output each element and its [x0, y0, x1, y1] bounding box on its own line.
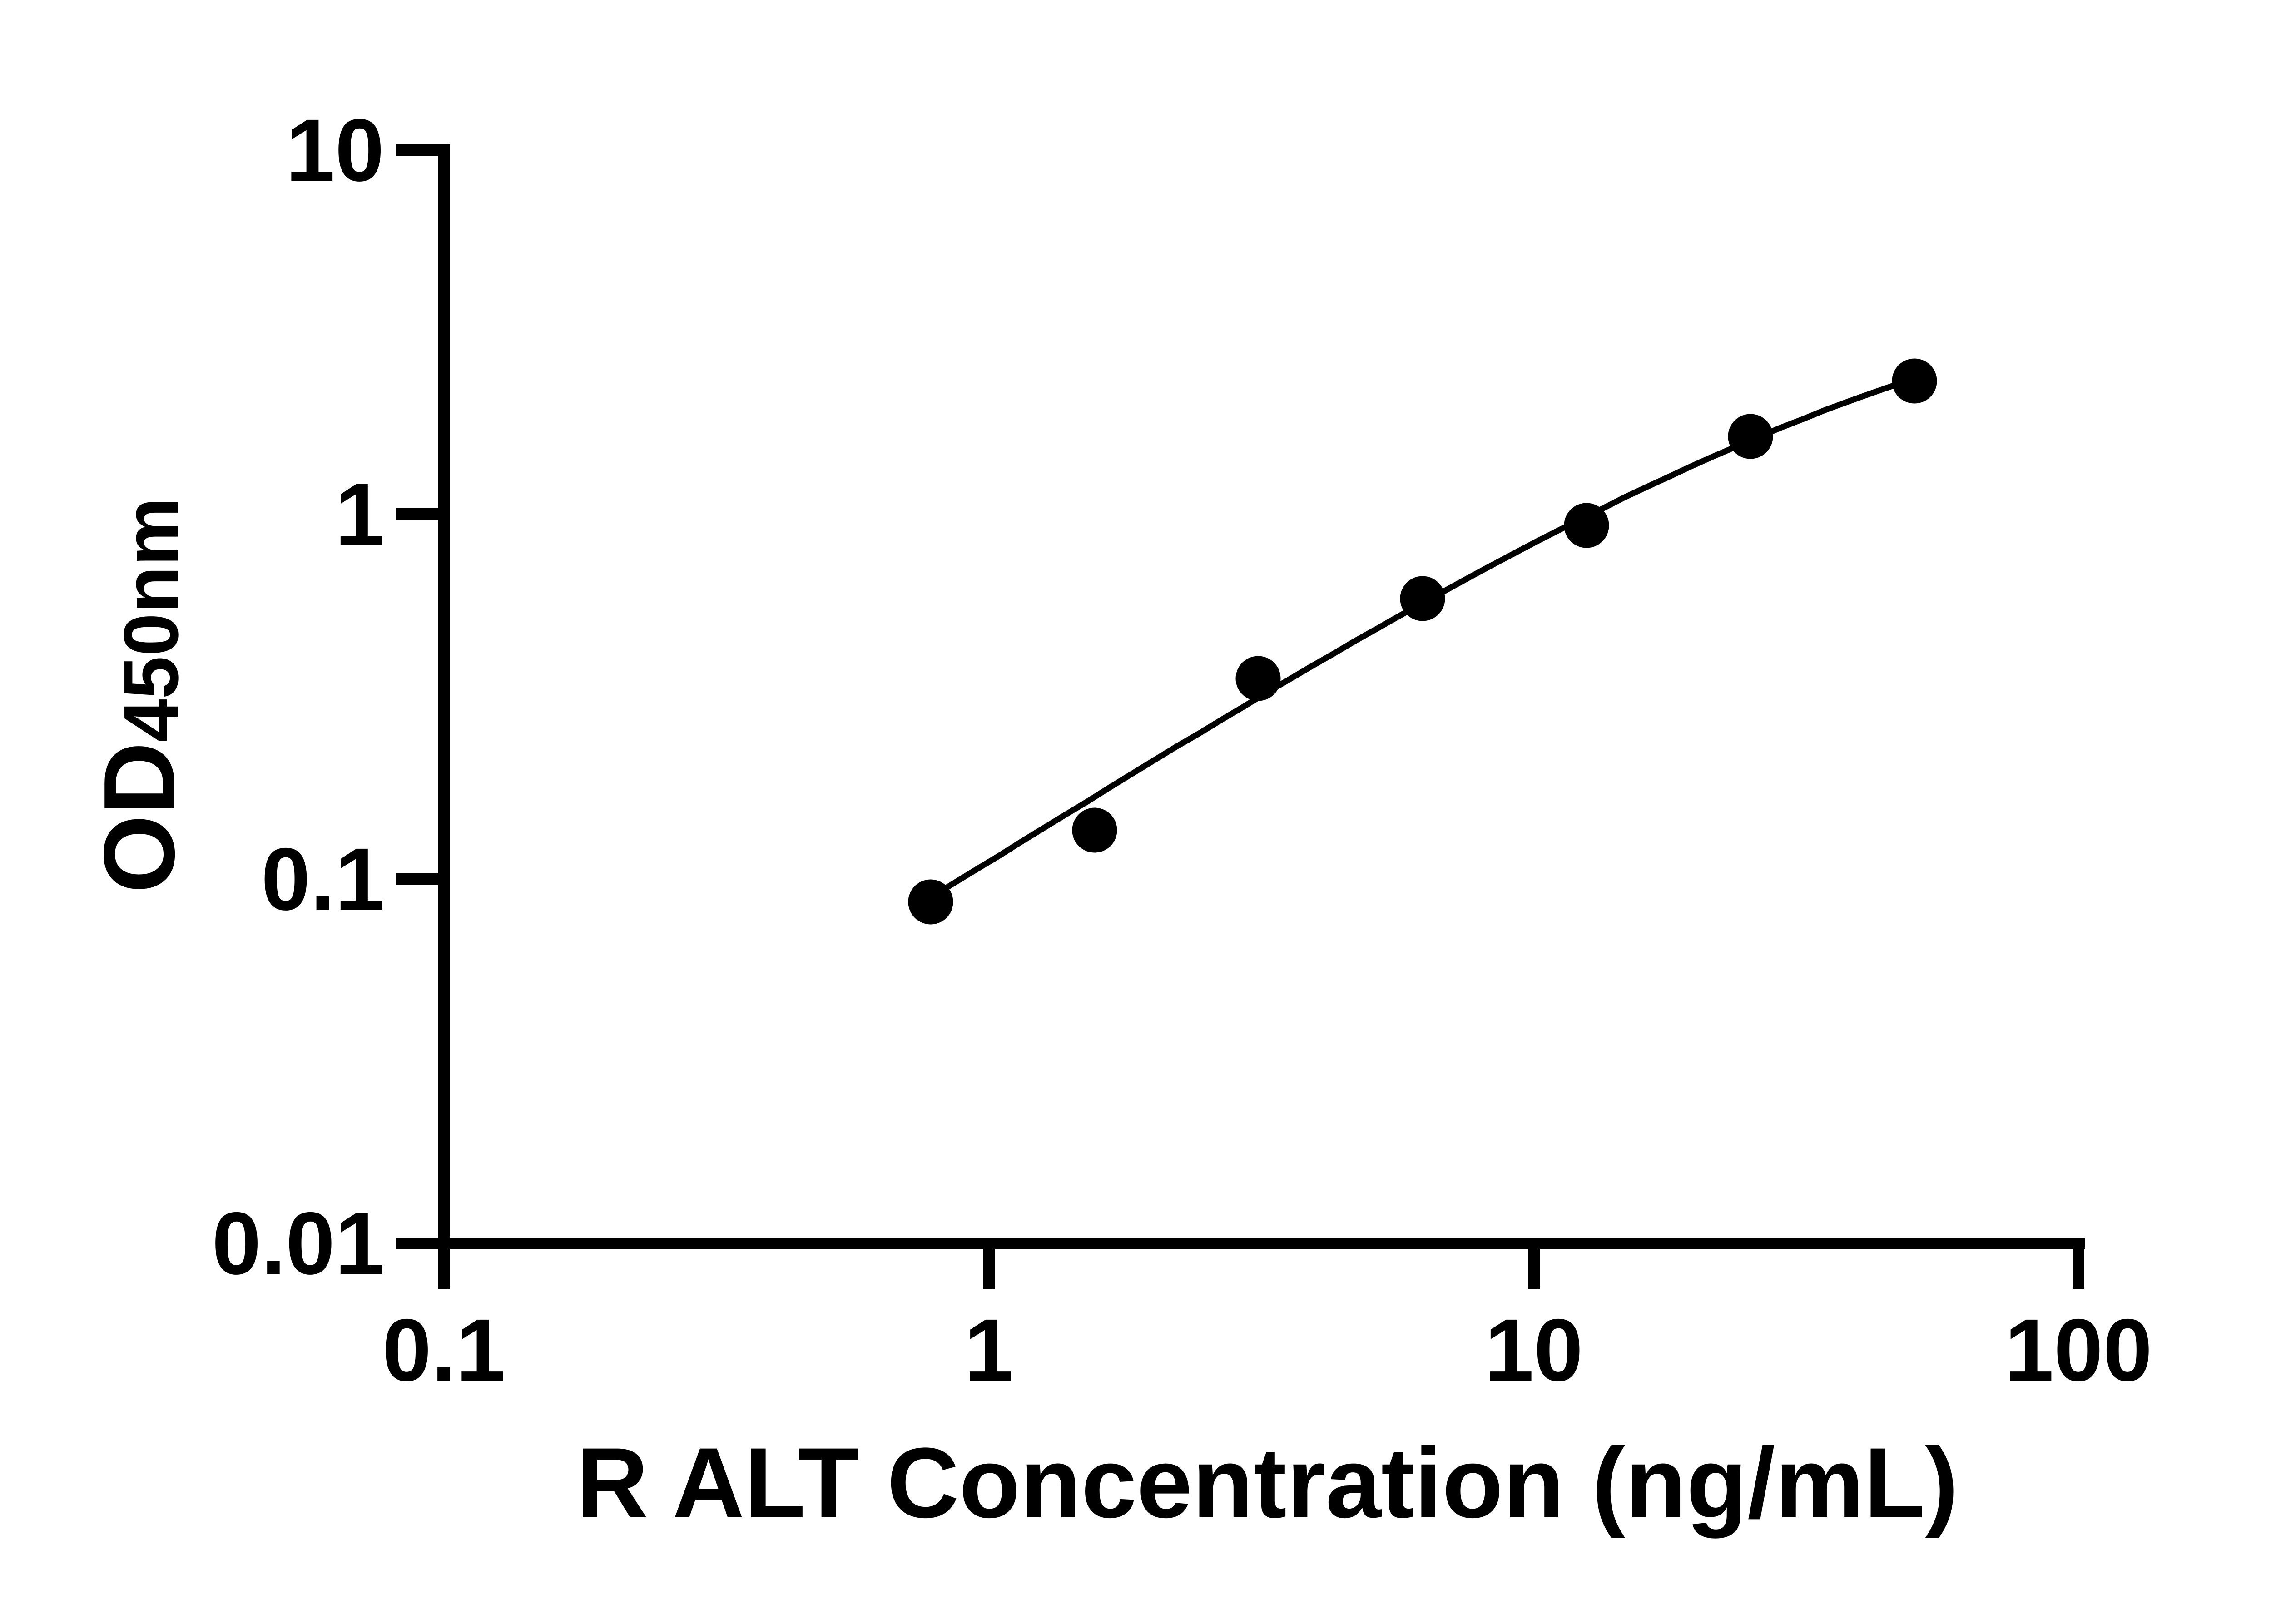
svg-text:10: 10: [286, 101, 384, 200]
svg-text:R ALT Concentration (ng/mL): R ALT Concentration (ng/mL): [576, 1427, 1959, 1539]
svg-text:10: 10: [1485, 1301, 1583, 1400]
svg-text:100: 100: [2004, 1301, 2152, 1400]
svg-text:0.01: 0.01: [212, 1194, 384, 1293]
svg-text:1: 1: [964, 1301, 1013, 1400]
svg-text:1: 1: [335, 465, 384, 564]
svg-text:0.1: 0.1: [382, 1301, 505, 1400]
svg-text:0.1: 0.1: [261, 830, 384, 929]
